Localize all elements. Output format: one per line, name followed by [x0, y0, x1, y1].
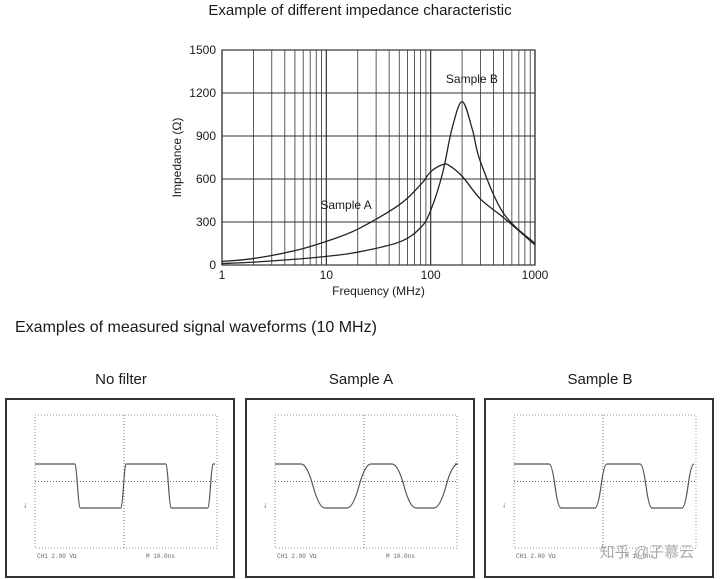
graticule	[34, 414, 218, 549]
waveform-trace	[35, 463, 215, 509]
series-line-sample-a	[221, 163, 536, 263]
scope-readout-timebase: M 10.0ns	[386, 553, 415, 560]
scope-screen: ↓ CH1 2.00 VΩ M 10.0ns	[263, 414, 459, 560]
scope-readout-timebase: M 10.0ns	[625, 553, 654, 560]
waveform-trace	[275, 463, 459, 509]
y-tick-label: 1200	[189, 86, 216, 100]
scope-readout-channel: CH1 2.00 VΩ	[516, 553, 556, 560]
x-tick-label: 10	[320, 268, 334, 282]
impedance-chart: 0 300 600 900 1200 1500 1 10 100 1000 Frequency (M…	[170, 43, 549, 298]
plot-frame	[221, 49, 536, 266]
ground-marker: ↓	[263, 501, 267, 510]
ground-marker: ↓	[502, 501, 506, 510]
y-tick-label: 300	[196, 215, 216, 229]
series-label-sample-b: Sample B	[446, 72, 498, 86]
x-axis-label: Frequency (MHz)	[332, 284, 425, 298]
y-tick-label: 0	[209, 258, 216, 272]
x-tick-label: 1000	[522, 268, 549, 282]
graticule	[274, 414, 458, 549]
y-axis-label: Impedance (Ω)	[170, 118, 184, 198]
scope-screen: ↓ CH1 2.00 VΩ M 10.0ns	[502, 414, 697, 560]
watermark: 知乎 @子慕云	[599, 544, 694, 561]
x-tick-label: 1	[219, 268, 226, 282]
waveform-trace	[514, 463, 695, 509]
scope-screen: ↓ CH1 2.00 VΩ M 10.0ns	[23, 414, 218, 560]
chart-title: Example of different impedance character…	[208, 2, 512, 19]
y-tick-label: 1500	[189, 43, 216, 57]
scope-readout-channel: CH1 2.00 VΩ	[37, 553, 77, 560]
series-label-sample-a: Sample A	[320, 198, 371, 212]
x-tick-label: 100	[421, 268, 441, 282]
scope-panel-sample-b: ↓ CH1 2.00 VΩ M 10.0ns 知乎 @子慕云	[484, 398, 714, 578]
scope-panel-sample-a: ↓ CH1 2.00 VΩ M 10.0ns	[245, 398, 475, 578]
panel-title-sample-a: Sample A	[328, 371, 394, 388]
y-tick-label: 900	[196, 129, 216, 143]
scope-readout-timebase: M 10.0ns	[146, 553, 175, 560]
series-line-sample-b	[221, 100, 536, 265]
waveforms-heading: Examples of measured signal waveforms (1…	[15, 319, 377, 336]
graticule	[513, 414, 697, 549]
scope-readout-channel: CH1 2.00 VΩ	[277, 553, 317, 560]
ground-marker: ↓	[23, 501, 27, 510]
y-tick-label: 600	[196, 172, 216, 186]
scope-panel-no-filter: ↓ CH1 2.00 VΩ M 10.0ns	[5, 398, 235, 578]
panel-title-no-filter: No filter	[95, 371, 147, 388]
panel-title-sample-b: Sample B	[567, 371, 633, 388]
